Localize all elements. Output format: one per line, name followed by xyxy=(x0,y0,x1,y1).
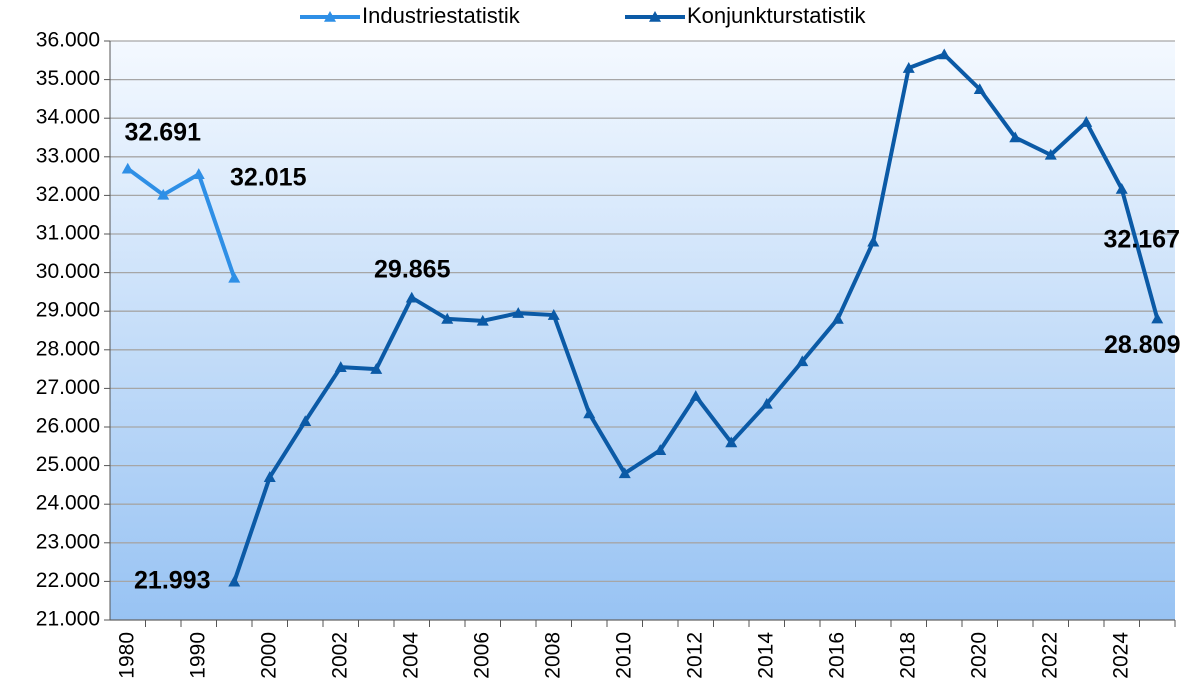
series-line xyxy=(126,167,237,279)
y-tick-label: 30.000 xyxy=(36,260,100,283)
x-tick-label: 2024 xyxy=(1109,632,1132,679)
marker xyxy=(938,48,951,60)
x-tick-label: 1980 xyxy=(115,632,138,679)
marker xyxy=(796,355,809,367)
x-tick-label: 2018 xyxy=(896,632,919,679)
grid: 21.000 22.000 23.000 24.000 25.000 26.000 27.0… xyxy=(36,29,1176,679)
marker xyxy=(228,271,241,283)
x-tick-label: 2016 xyxy=(825,632,848,679)
y-tick-label: 31.000 xyxy=(36,222,100,245)
x-tick-label: 1990 xyxy=(186,632,209,679)
y-tick-label: 24.000 xyxy=(36,492,100,515)
marker xyxy=(1115,182,1128,194)
legend-label: Industriestatistik xyxy=(362,3,521,28)
marker xyxy=(476,314,489,326)
y-tick-label: 25.000 xyxy=(36,453,100,476)
marker xyxy=(299,415,312,427)
legend-marker xyxy=(649,11,661,22)
marker xyxy=(902,62,915,73)
x-tick-label: 2022 xyxy=(1038,632,1061,679)
y-tick-label: 32.000 xyxy=(36,183,100,206)
marker xyxy=(370,363,383,374)
data-label: 32.015 xyxy=(230,163,307,191)
x-tick-label: 2010 xyxy=(612,632,635,679)
x-tick-label: 2004 xyxy=(399,632,422,679)
marker xyxy=(1044,148,1057,160)
marker xyxy=(725,436,738,448)
data-label: 32.691 xyxy=(125,118,202,146)
x-tick-label: 2006 xyxy=(470,632,493,679)
marker xyxy=(831,312,844,324)
marker xyxy=(1080,116,1093,127)
x-tick-label: 2002 xyxy=(328,632,351,679)
data-label: 32.167 xyxy=(1104,226,1180,254)
marker xyxy=(1151,312,1164,324)
lines xyxy=(121,48,1164,587)
marker xyxy=(263,471,276,482)
marker xyxy=(1009,131,1022,143)
y-tick-label: 21.000 xyxy=(36,608,100,631)
plot-area xyxy=(110,41,1175,620)
legend-marker xyxy=(324,11,336,22)
y-tick-label: 22.000 xyxy=(36,569,100,592)
x-tick-label: 2014 xyxy=(754,632,777,679)
legend-label: Konjunkturstatistik xyxy=(687,3,867,28)
y-tick-label: 27.000 xyxy=(36,376,100,399)
labels: 32.691 32.015 29.865 21.993 32.167 28.809 xyxy=(125,118,1181,594)
y-tick-label: 35.000 xyxy=(36,67,100,90)
marker xyxy=(334,361,347,372)
data-label: 28.809 xyxy=(1104,331,1180,359)
y-tick-label: 34.000 xyxy=(36,106,100,129)
y-tick-label: 33.000 xyxy=(36,144,100,167)
marker xyxy=(512,307,525,318)
x-tick-label: 2008 xyxy=(541,632,564,679)
marker xyxy=(654,444,667,455)
x-tick-label: 2020 xyxy=(967,632,990,679)
data-label: 21.993 xyxy=(134,566,210,594)
marker xyxy=(192,168,205,179)
marker xyxy=(441,312,454,324)
y-tick-label: 29.000 xyxy=(36,299,100,322)
marker xyxy=(121,162,134,174)
marker xyxy=(157,188,170,200)
marker xyxy=(867,235,880,247)
marker xyxy=(405,291,418,303)
marker xyxy=(689,390,702,401)
y-tick-label: 26.000 xyxy=(36,415,100,438)
y-tick-label: 28.000 xyxy=(36,337,100,360)
marker xyxy=(973,83,986,95)
marker xyxy=(228,575,241,587)
marker xyxy=(618,467,631,479)
x-tick-label: 2000 xyxy=(257,632,280,679)
legend: Industriestatistik Konjunkturstatistik xyxy=(300,3,867,28)
y-tick-label: 23.000 xyxy=(36,530,100,553)
marker xyxy=(760,397,773,409)
marker xyxy=(583,407,596,419)
y-tick-label: 36.000 xyxy=(36,29,100,52)
marker xyxy=(547,309,560,320)
data-label: 29.865 xyxy=(374,255,451,283)
x-tick-label: 2012 xyxy=(683,632,706,679)
